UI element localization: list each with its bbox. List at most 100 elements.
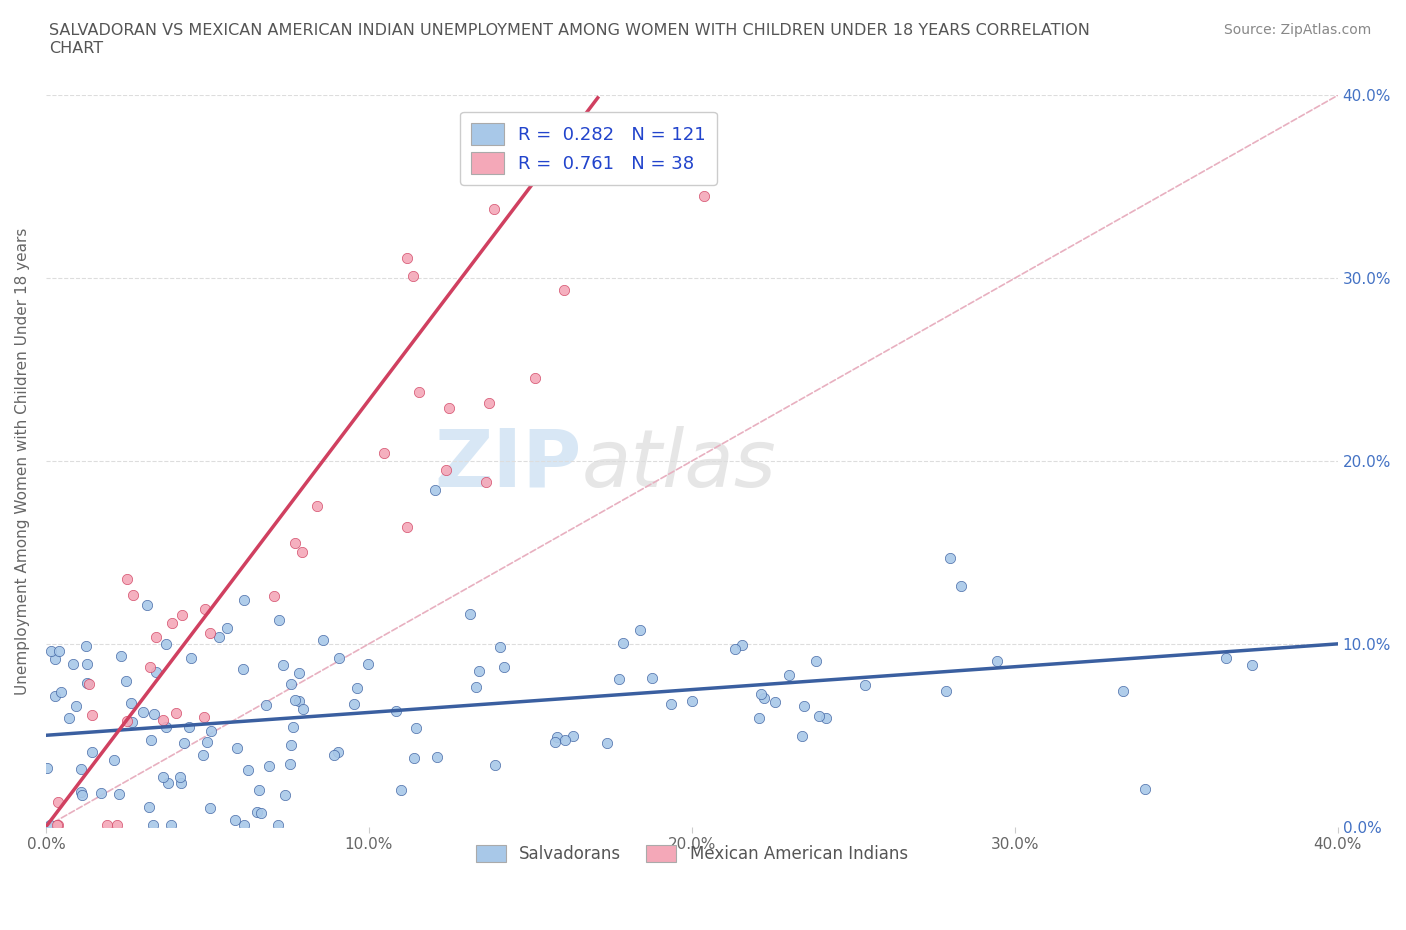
Point [45,817,67,832]
Point [373,445,395,460]
Point [177,720,200,735]
Point [160,817,183,832]
Point [198,801,221,816]
Point [169,770,191,785]
Point [108,786,131,801]
Point [145,630,167,644]
Point [139,659,162,674]
Point [115,713,138,728]
Point [155,636,177,651]
Point [489,640,512,655]
Point [49,684,72,699]
Point [523,371,546,386]
Point [853,678,876,693]
Point [103,752,125,767]
Point [156,776,179,790]
Point [263,589,285,604]
Point [408,384,430,399]
Point [273,788,295,803]
Point [193,710,215,724]
Point [754,691,776,706]
Point [1133,782,1156,797]
Text: atlas: atlas [582,426,776,504]
Point [553,282,575,297]
Point [939,551,962,565]
Point [291,544,314,559]
Point [180,650,202,665]
Point [628,623,651,638]
Point [173,736,195,751]
Point [217,620,239,635]
Point [122,587,145,602]
Point [661,697,683,711]
Point [70,762,93,777]
Point [468,664,491,679]
Point [474,474,496,489]
Point [165,706,187,721]
Point [547,729,569,744]
Point [807,709,830,724]
Point [105,817,128,832]
Point [70,788,93,803]
Point [46,795,69,810]
Point [96,817,118,832]
Point [346,681,368,696]
Point [307,498,329,513]
Point [136,598,159,613]
Point [280,676,302,691]
Point [254,698,277,712]
Point [804,654,827,669]
Point [671,157,693,172]
Text: Source: ZipAtlas.com: Source: ZipAtlas.com [1223,23,1371,37]
Text: ZIP: ZIP [434,426,582,504]
Point [793,698,815,713]
Point [121,714,143,729]
Point [284,536,307,551]
Point [191,748,214,763]
Point [596,736,619,751]
Point [170,608,193,623]
Point [283,719,305,734]
Point [44,689,66,704]
Point [38,817,60,832]
Point [169,776,191,790]
Point [152,770,174,785]
Point [312,632,335,647]
Point [90,786,112,801]
Point [554,733,576,748]
Point [224,813,246,828]
Point [115,673,138,688]
Point [396,520,419,535]
Point [478,396,501,411]
Point [233,593,256,608]
Point [48,644,70,658]
Point [323,748,346,763]
Point [458,606,481,621]
Point [426,750,449,764]
Point [749,687,772,702]
Point [1240,658,1263,673]
Point [693,189,716,204]
Point [246,804,269,819]
Point [142,817,165,832]
Point [79,677,101,692]
Point [273,658,295,672]
Point [465,680,488,695]
Point [384,704,406,719]
Point [76,675,98,690]
Point [259,759,281,774]
Y-axis label: Unemployment Among Women with Children Under 18 years: Unemployment Among Women with Children U… [15,227,30,695]
Legend: Salvadorans, Mexican American Indians: Salvadorans, Mexican American Indians [470,838,914,870]
Point [402,269,425,284]
Point [194,601,217,616]
Point [195,735,218,750]
Point [131,705,153,720]
Point [434,462,457,477]
Point [607,671,630,686]
Point [343,697,366,711]
Point [284,692,307,707]
Point [233,817,256,832]
Point [80,745,103,760]
Point [198,626,221,641]
Point [250,805,273,820]
